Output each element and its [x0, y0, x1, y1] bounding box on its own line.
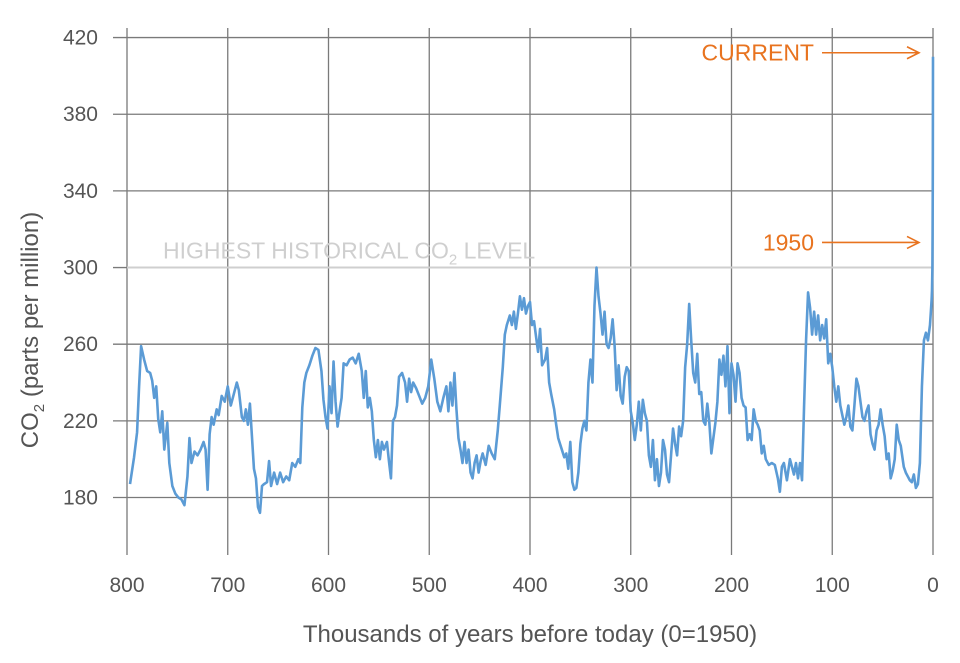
- annotations: CURRENT 1950: [702, 40, 921, 255]
- y-axis-title: CO2 (parts per million): [17, 212, 48, 448]
- y-tick-label: 180: [63, 487, 98, 510]
- annotation-label: CURRENT: [702, 40, 814, 66]
- series: [128, 56, 935, 515]
- x-tick-label: 200: [714, 574, 749, 597]
- y-tick-label: 380: [63, 103, 98, 126]
- y-tick-label: 220: [63, 410, 98, 433]
- y-tick-label: 340: [63, 180, 98, 203]
- x-tick-label: 500: [412, 574, 447, 597]
- reference-label-suffix: LEVEL: [457, 238, 535, 264]
- y-tick-labels: 180 220 260 300 340 380 420: [63, 27, 98, 510]
- x-tick-label: 800: [109, 574, 144, 597]
- x-tick-labels: 800 700 600 500 400 300 200 100 0: [109, 574, 938, 597]
- reference-label-prefix: HIGHEST HISTORICAL CO: [163, 238, 449, 264]
- y-axis-title-prefix: CO: [17, 412, 44, 448]
- x-tick-label: 700: [210, 574, 245, 597]
- reference-line: HIGHEST HISTORICAL CO2 LEVEL: [127, 238, 933, 269]
- x-tick-label: 300: [613, 574, 648, 597]
- y-tick-label: 300: [63, 257, 98, 280]
- y-axis-title-subscript: 2: [31, 404, 48, 412]
- annotation-label: 1950: [763, 229, 814, 255]
- x-tick-label: 100: [815, 574, 850, 597]
- x-tick-label: 0: [927, 574, 939, 597]
- reference-line-label: HIGHEST HISTORICAL CO2 LEVEL: [163, 238, 535, 269]
- x-tick-label: 600: [311, 574, 346, 597]
- x-tick-label: 400: [512, 574, 547, 597]
- y-tick-label: 260: [63, 333, 98, 356]
- annotation-arrowhead: [906, 46, 921, 60]
- y-tick-label: 420: [63, 27, 98, 50]
- reference-label-subscript: 2: [449, 252, 457, 269]
- annotation: CURRENT: [702, 40, 921, 66]
- annotation: 1950: [763, 229, 921, 255]
- co2-series-line: [128, 56, 935, 515]
- x-axis-title: Thousands of years before today (0=1950): [303, 621, 757, 648]
- y-axis-title-suffix: (parts per million): [17, 212, 44, 404]
- grid: [113, 28, 934, 555]
- annotation-arrowhead: [906, 235, 921, 250]
